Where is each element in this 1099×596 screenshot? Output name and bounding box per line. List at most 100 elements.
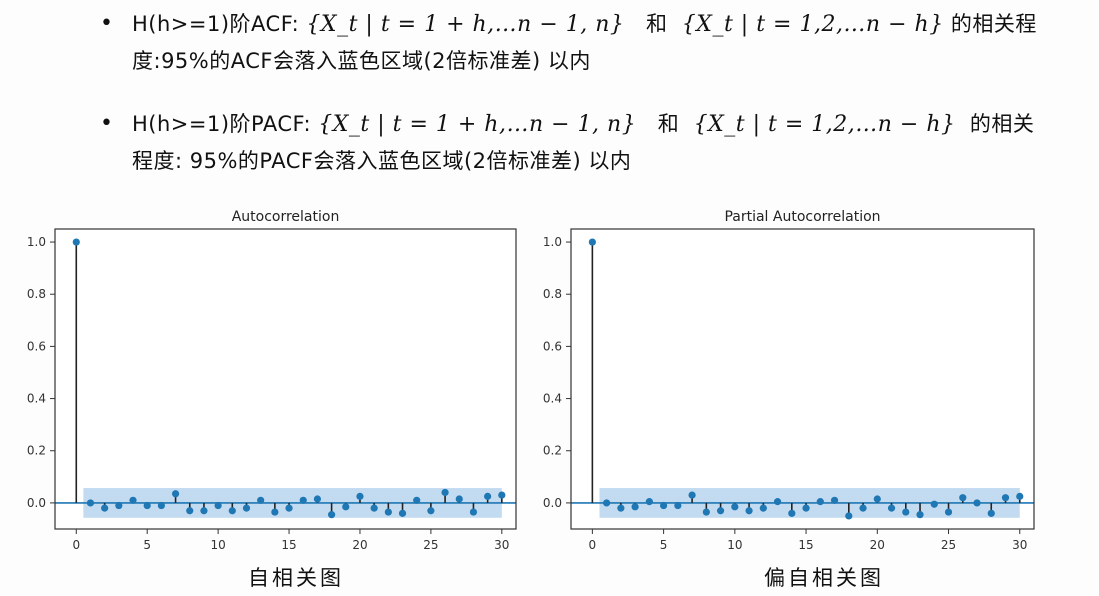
y-tick-label: 0.6 <box>27 339 46 353</box>
y-tick-label: 1.0 <box>543 235 562 249</box>
stem-marker <box>902 508 910 516</box>
stem-marker <box>631 503 639 511</box>
pacf-chart: 0 5 10 15 20 25 30 0.0 0.2 0.4 0.6 0.8 1.0 Partial Au… <box>543 209 1035 552</box>
plot-frame <box>570 228 1035 530</box>
bullet-dot: • <box>100 11 114 36</box>
stem-marker <box>498 491 506 499</box>
bullet-line2: 程度: 95%的PACF会落入蓝色区域(2倍标准差) 以内 <box>132 149 632 173</box>
stem-marker <box>845 512 853 520</box>
x-tick-label: 20 <box>352 538 367 552</box>
stem-marker <box>873 495 881 503</box>
stem-marker <box>987 509 995 517</box>
y-tick-label: 0.8 <box>27 287 46 301</box>
chart-title: Partial Autocorrelation <box>724 209 880 225</box>
stem-marker <box>603 499 611 507</box>
stem-marker <box>328 511 336 519</box>
x-tick-label: 30 <box>1012 538 1027 552</box>
x-tick-label: 5 <box>660 538 668 552</box>
plot-frame <box>54 228 517 530</box>
x-tick-label: 0 <box>589 538 597 552</box>
x-tick-label: 30 <box>494 538 509 552</box>
stem-marker <box>674 501 682 510</box>
stem-marker <box>759 504 767 512</box>
stem-marker <box>469 508 478 516</box>
bullet-prefix: H(h>=1)阶ACF: <box>132 12 300 36</box>
stem-marker <box>702 508 710 516</box>
stem-marker <box>143 501 151 510</box>
stem-marker <box>242 504 251 512</box>
stem-marker <box>356 492 364 500</box>
x-tick-label: 0 <box>72 538 80 552</box>
x-tick-label: 10 <box>727 538 742 552</box>
stem-marker <box>660 501 668 510</box>
stem-marker <box>745 507 753 515</box>
stem-marker <box>441 488 449 497</box>
y-tick-label: 0.0 <box>543 496 562 510</box>
plot-background <box>571 229 1034 529</box>
plot-background <box>55 229 516 529</box>
y-tick-label: 1.0 <box>27 235 46 249</box>
stem-marker <box>413 496 421 504</box>
stem-marker <box>427 507 435 515</box>
bullet-line1: H(h>=1)阶PACF: {X_t | t = 1 + h,…n − 1, n… <box>100 106 1034 143</box>
acf-caption: 自相关图 <box>248 566 344 590</box>
bullet-suffix: 的相关 <box>969 112 1035 136</box>
stem-marker <box>342 503 350 511</box>
conjunction: 和 <box>657 112 680 136</box>
stem-marker <box>200 507 208 515</box>
x-tick-label: 10 <box>210 538 225 552</box>
stem-marker <box>285 504 293 512</box>
stem-marker <box>101 504 109 512</box>
set-b-formula: {X_t | t = 1,2,…n − h} <box>693 112 956 137</box>
pacf-caption: 偏自相关图 <box>764 566 884 590</box>
stem-marker <box>1001 494 1010 502</box>
set-a-formula: {X_t | t = 1 + h,…n − 1, n} <box>318 112 637 137</box>
set-a-formula: {X_t | t = 1 + h,…n − 1, n} <box>306 12 625 37</box>
chart-title: Autocorrelation <box>232 209 340 225</box>
stem-marker <box>973 499 981 507</box>
y-tick-label: 0.6 <box>543 339 562 353</box>
stem-marker <box>588 238 596 246</box>
y-tick-label: 0.2 <box>27 444 46 458</box>
stem-marker <box>370 504 378 512</box>
bullet-pacf: • H(h>=1)阶PACF: {X_t | t = 1 + h,…n − 1,… <box>100 106 1034 179</box>
stem-marker <box>86 499 95 507</box>
stem-marker <box>157 501 165 510</box>
bullet-line2: 度:95%的ACF会落入蓝色区域(2倍标准差) 以内 <box>132 49 591 73</box>
stem-marker <box>830 496 839 504</box>
set-b-formula: {X_t | t = 1,2,…n − h} <box>681 12 944 37</box>
bullet-line1: H(h>=1)阶ACF: {X_t | t = 1 + h,…n − 1, n}… <box>100 6 1037 43</box>
stem-marker <box>214 501 222 510</box>
stem-marker <box>257 496 265 504</box>
stem-marker <box>398 509 407 517</box>
stem-marker <box>816 498 824 506</box>
stem-marker <box>72 238 80 246</box>
x-tick-label: 25 <box>941 538 956 552</box>
stem-marker <box>228 507 236 515</box>
x-tick-label: 15 <box>281 538 296 552</box>
stem-marker <box>129 496 137 504</box>
x-tick-label: 5 <box>143 538 151 552</box>
stem-marker <box>645 498 653 506</box>
x-tick-label: 15 <box>798 538 813 552</box>
stem-marker <box>802 504 810 512</box>
stem-marker <box>887 504 896 512</box>
y-tick-label: 0.4 <box>543 392 562 406</box>
stem-marker <box>688 491 696 499</box>
stem-marker <box>1016 492 1024 500</box>
stem-marker <box>773 498 782 506</box>
stem-marker <box>186 507 194 515</box>
stem-marker <box>384 508 392 516</box>
bullet-prefix: H(h>=1)阶PACF: <box>132 112 312 136</box>
stem-marker <box>716 507 725 515</box>
stem-marker <box>859 504 867 512</box>
stem-marker <box>313 495 322 503</box>
stem-marker <box>944 508 953 516</box>
bullet-acf: • H(h>=1)阶ACF: {X_t | t = 1 + h,…n − 1, … <box>100 6 1037 79</box>
x-tick-label: 25 <box>423 538 438 552</box>
stem-marker <box>299 496 307 504</box>
stem-marker <box>731 503 739 511</box>
x-tick-label: 20 <box>870 538 885 552</box>
y-tick-label: 0.8 <box>543 287 562 301</box>
y-tick-label: 0.4 <box>27 392 46 406</box>
